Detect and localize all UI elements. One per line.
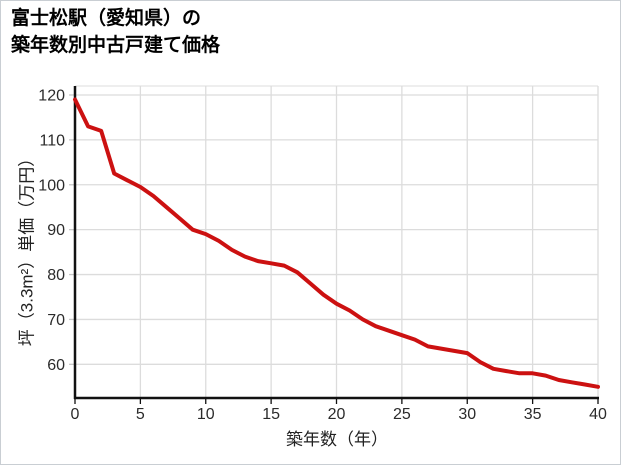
- x-tick-label: 10: [197, 406, 215, 423]
- y-tick-label: 120: [38, 87, 65, 104]
- y-tick-label: 90: [47, 222, 65, 239]
- page-title-line1: 富士松駅（愛知県）の: [11, 8, 202, 29]
- x-tick-label: 40: [589, 406, 607, 423]
- x-tick-label: 15: [262, 406, 280, 423]
- x-tick-label: 5: [136, 406, 145, 423]
- y-tick-label: 60: [47, 357, 65, 374]
- x-tick-label: 0: [71, 406, 80, 423]
- page-title: 富士松駅（愛知県）の 築年数別中古戸建て価格: [11, 6, 220, 59]
- y-axis-title: 坪（3.3m²）単価（万円）: [17, 149, 37, 347]
- y-tick-label: 110: [39, 132, 65, 149]
- y-tick-label: 100: [38, 177, 65, 194]
- x-tick-label: 30: [458, 406, 476, 423]
- y-tick-label: 70: [47, 312, 65, 329]
- x-axis-title: 築年数（年）: [286, 430, 388, 449]
- y-tick-label: 80: [47, 267, 65, 284]
- x-tick-label: 20: [328, 406, 346, 423]
- price-line: [73, 97, 600, 389]
- x-tick-label: 25: [393, 406, 411, 423]
- page-title-line2: 築年数別中古戸建て価格: [11, 34, 221, 56]
- x-tick-label: 35: [524, 406, 542, 423]
